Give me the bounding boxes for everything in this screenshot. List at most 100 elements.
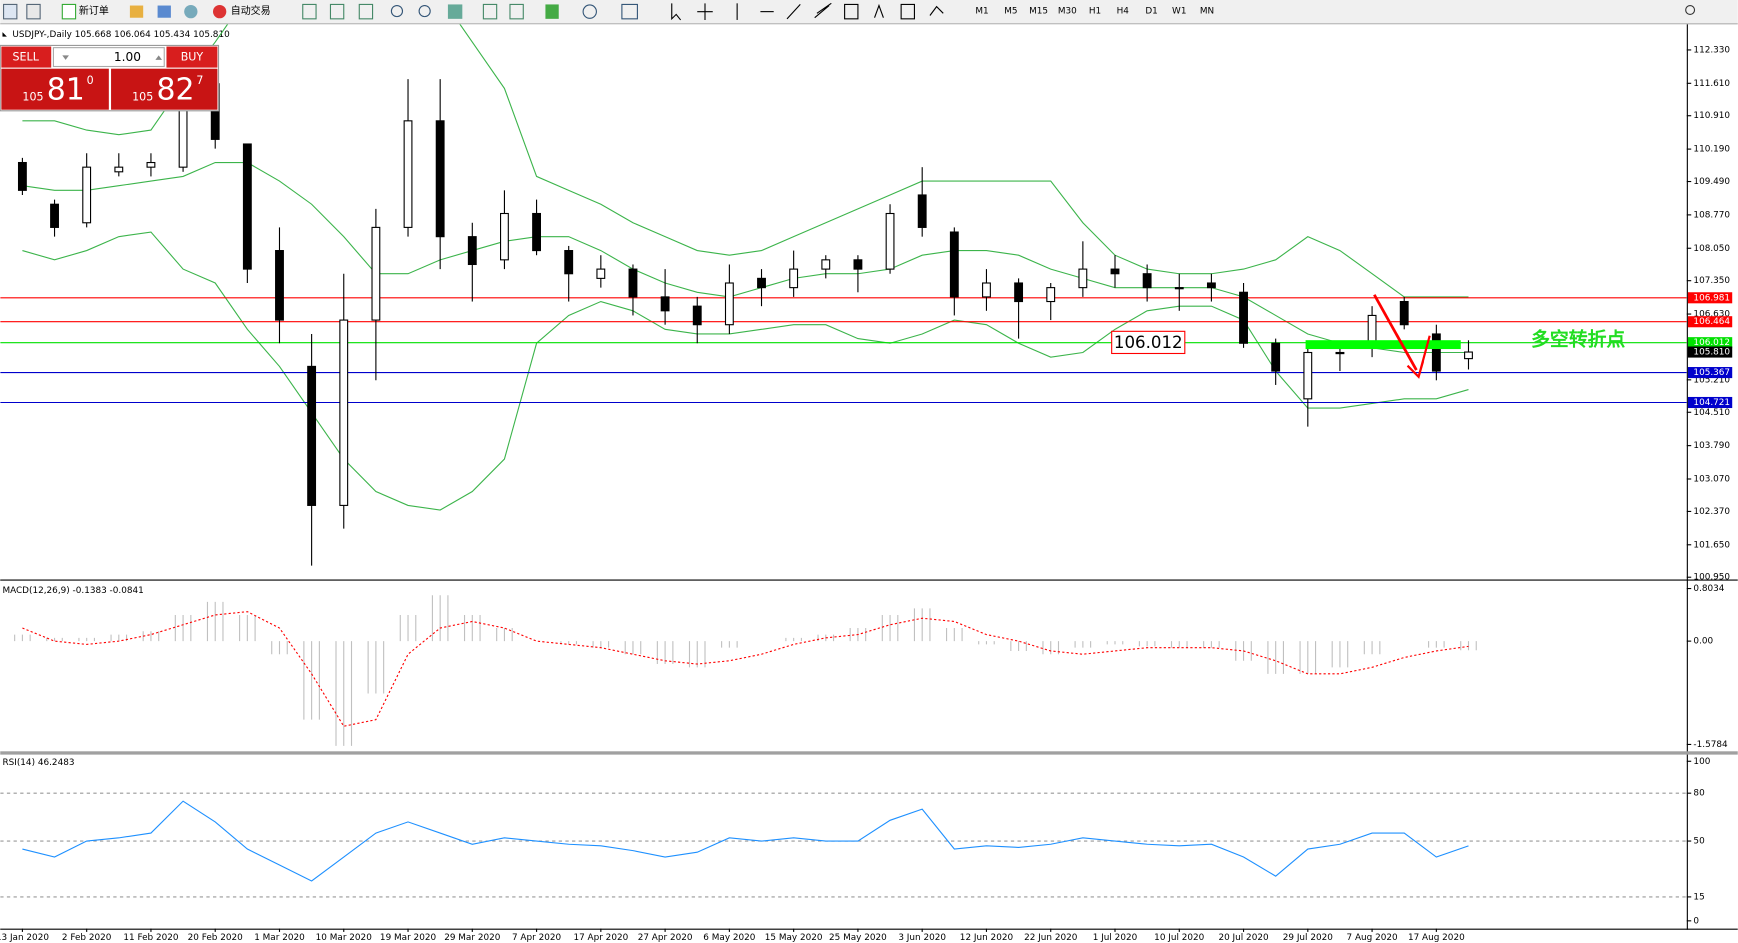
- icon[interactable]: [61, 3, 77, 20]
- x-tick-label: 6 May 2020: [703, 933, 755, 943]
- candle-body: [1110, 268, 1120, 275]
- icon[interactable]: [545, 4, 559, 19]
- candle-body: [242, 143, 252, 270]
- arrow: [1406, 335, 1431, 379]
- timeframe-button[interactable]: H1: [1089, 7, 1101, 17]
- buy-label[interactable]: BUY: [181, 51, 204, 64]
- bollinger-band: [22, 24, 1469, 298]
- sell-price-box[interactable]: [1, 68, 109, 110]
- x-tick-label: 29 Jul 2020: [1283, 933, 1334, 943]
- x-tick-label: 17 Aug 2020: [1408, 933, 1465, 943]
- icon[interactable]: [509, 3, 524, 20]
- timeframe-button[interactable]: M1: [975, 7, 988, 17]
- icon[interactable]: [621, 3, 638, 20]
- chart-title: USDJPY-,Daily 105.668 106.064 105.434 10…: [12, 30, 230, 40]
- price-main: 81: [47, 72, 85, 107]
- buy-button[interactable]: [166, 46, 218, 68]
- y-tick-label: 102.370: [1693, 507, 1730, 517]
- icon[interactable]: [786, 4, 801, 20]
- icon[interactable]: [671, 3, 682, 21]
- lot-value[interactable]: 1.00: [114, 50, 141, 64]
- price-prefix: 105: [22, 91, 43, 104]
- macd-chart: [14, 595, 1477, 746]
- candle-body: [596, 268, 606, 279]
- timeframe-button[interactable]: H4: [1117, 7, 1130, 17]
- buy-price-box[interactable]: [111, 68, 218, 110]
- candle-body: [821, 259, 831, 270]
- sell-label[interactable]: SELL: [13, 51, 40, 64]
- icon[interactable]: [302, 3, 317, 20]
- timeframe-button[interactable]: M30: [1058, 7, 1077, 17]
- icon[interactable]: [814, 2, 832, 19]
- icon[interactable]: [874, 3, 884, 18]
- x-tick-label: 10 Jul 2020: [1154, 933, 1205, 943]
- overlay: 106.012 多空转折点: [1111, 294, 1625, 379]
- icon[interactable]: [929, 5, 944, 16]
- icon[interactable]: [184, 4, 198, 19]
- icon[interactable]: [390, 4, 404, 18]
- highlight-bar: [1305, 340, 1461, 350]
- level-label-bg: [1687, 396, 1733, 409]
- timeframe-button[interactable]: MN: [1200, 7, 1214, 17]
- x-tick-label: 29 Mar 2020: [444, 933, 501, 943]
- timeframe-button[interactable]: D1: [1145, 7, 1157, 17]
- candle-body: [339, 319, 349, 506]
- y-tick-label: 106.630: [1693, 310, 1730, 320]
- icon[interactable]: [213, 4, 227, 19]
- price-sup: 0: [87, 74, 94, 87]
- y-tick-label: 109.490: [1693, 177, 1730, 187]
- x-tick-label: 7 Apr 2020: [512, 933, 562, 943]
- candle-body: [467, 236, 477, 266]
- icon[interactable]: [418, 4, 431, 18]
- lot-input[interactable]: [52, 47, 165, 68]
- y-tick-label: 80: [1693, 789, 1705, 799]
- icon[interactable]: [447, 4, 463, 19]
- bollinger-band: [22, 231, 1469, 511]
- toolbar-button[interactable]: 自动交易: [231, 4, 271, 17]
- candle-body: [1078, 268, 1088, 289]
- level-label: 106.464: [1693, 317, 1730, 327]
- candle-body: [885, 212, 895, 270]
- y-tick-label: 100.950: [1693, 573, 1730, 583]
- icon[interactable]: [129, 5, 144, 18]
- level-label-bg: [1687, 367, 1733, 379]
- x-tick-label: 1 Jul 2020: [1093, 933, 1138, 943]
- rsi-line: [22, 800, 1469, 882]
- x-tick-label: 20 Feb 2020: [188, 933, 244, 943]
- y-tick-label: 110.190: [1693, 145, 1730, 155]
- y-tick-label: 103.790: [1693, 441, 1730, 451]
- level-label-bg: [1687, 292, 1733, 304]
- timeframe-button[interactable]: W1: [1172, 7, 1186, 17]
- icon[interactable]: [26, 3, 41, 20]
- level-label: 106.981: [1693, 293, 1730, 303]
- timeframe-button[interactable]: M15: [1029, 7, 1048, 17]
- panel-separator: [0, 751, 1738, 755]
- sell-button[interactable]: [1, 46, 52, 68]
- toolbar-button[interactable]: 新订单: [79, 4, 109, 17]
- candle-body: [1399, 300, 1409, 326]
- candle-body: [917, 194, 927, 228]
- price-prefix: 105: [132, 91, 153, 104]
- timeframe-button[interactable]: M5: [1004, 7, 1017, 17]
- y-tick-label: 108.770: [1693, 210, 1730, 220]
- icon[interactable]: [329, 3, 345, 20]
- y-tick-label: 112.330: [1693, 45, 1730, 55]
- icon[interactable]: [358, 3, 374, 20]
- x-tick-label: 3 Jun 2020: [898, 933, 946, 943]
- icon[interactable]: [900, 3, 915, 20]
- icon[interactable]: [3, 3, 18, 20]
- icon[interactable]: [697, 3, 713, 20]
- icon[interactable]: [157, 5, 171, 18]
- signal-line: [22, 611, 1469, 727]
- price-sup: 7: [196, 74, 203, 87]
- candle-body: [500, 212, 509, 261]
- search-icon[interactable]: [1685, 4, 1696, 15]
- current-price-bg: [1687, 346, 1733, 358]
- toolbar: [0, 0, 1738, 25]
- candle-body: [1046, 287, 1056, 303]
- candle-body: [1271, 342, 1281, 372]
- icon[interactable]: [844, 3, 859, 20]
- icon[interactable]: [482, 3, 498, 20]
- y-tick-label: 0.8034: [1693, 584, 1724, 594]
- icon[interactable]: [582, 4, 597, 19]
